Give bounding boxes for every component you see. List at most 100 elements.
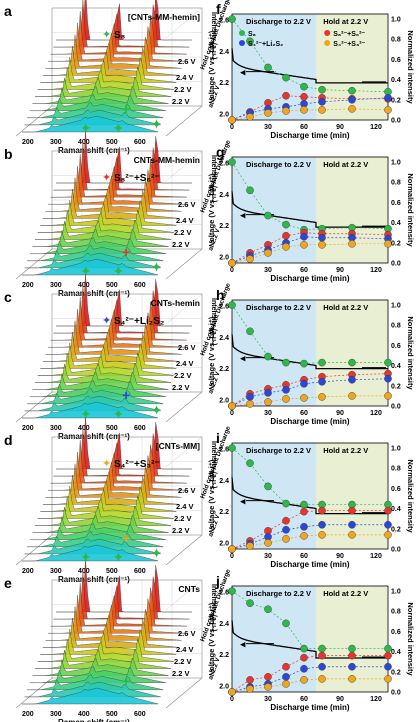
raman-x-label: Raman shift (cm⁻¹) bbox=[58, 146, 130, 155]
raman-trace bbox=[45, 606, 182, 641]
data-point-green bbox=[264, 352, 272, 361]
data-point-blue bbox=[300, 522, 308, 531]
norm-tick: 0.8 bbox=[391, 323, 401, 330]
norm-tick: 0.4 bbox=[391, 506, 401, 513]
data-point-green bbox=[264, 63, 272, 72]
species-label: S₄²⁻+S₃²⁻ bbox=[114, 459, 160, 470]
data-point-red bbox=[300, 653, 308, 662]
data-point-blue bbox=[384, 374, 392, 383]
time-tick: 120 bbox=[370, 267, 382, 274]
voltage-tick: 2.4 bbox=[219, 478, 229, 485]
data-point-orange bbox=[300, 241, 308, 249]
raman-trace bbox=[42, 331, 180, 362]
raman-x-tick: 600 bbox=[134, 568, 146, 575]
raman-x-tick: 400 bbox=[78, 568, 90, 575]
data-point-orange bbox=[228, 688, 236, 696]
species-marker-icon: ✦ bbox=[80, 406, 92, 422]
species-legend-icon: ✦ bbox=[102, 29, 111, 41]
raman-x-label: Raman shift (cm⁻¹) bbox=[58, 575, 130, 584]
time-tick: 90 bbox=[336, 696, 344, 703]
kinetic-panel-f: Discharge to 2.2 V Hold at 2.2 V ◀ S₈ S₄²⁻+L… bbox=[207, 1, 415, 140]
sample-label: CNTs bbox=[178, 584, 200, 594]
kinetic-panels: Discharge to 2.2 V Hold at 2.2 V ◀ S₈ S₄²⁻+L… bbox=[207, 1, 415, 712]
data-point-orange bbox=[348, 105, 356, 113]
data-point-orange bbox=[384, 240, 392, 248]
norm-tick: 0.2 bbox=[391, 669, 401, 676]
raman-trace bbox=[45, 320, 182, 355]
discharge-label: Discharge to 2.2 V bbox=[246, 589, 311, 598]
data-point-red bbox=[384, 506, 392, 515]
raman-depth-edge bbox=[165, 579, 203, 611]
raman-trace bbox=[45, 177, 182, 212]
data-point-orange bbox=[300, 106, 308, 114]
norm-tick: 0.0 bbox=[391, 404, 401, 411]
series-line-green bbox=[231, 304, 388, 364]
panel-letter: g bbox=[216, 144, 225, 160]
voltage-label: 2.2 V bbox=[172, 669, 190, 678]
data-point-red bbox=[300, 507, 308, 516]
voltage-curve bbox=[231, 191, 388, 228]
species-marker-icon: ✦ bbox=[113, 120, 125, 136]
raman-depth-edge bbox=[15, 534, 53, 566]
species-marker-icon: ✦ bbox=[113, 263, 125, 279]
time-tick: 0 bbox=[230, 124, 234, 131]
time-tick: 90 bbox=[336, 124, 344, 131]
raman-intensity-label: Intensity (a.u.) bbox=[210, 584, 217, 631]
data-point-green bbox=[348, 358, 356, 367]
raman-x-tick: 400 bbox=[78, 139, 90, 146]
time-label: Discharge time (min) bbox=[270, 274, 349, 283]
sample-label: [CNTs-MM-hemin] bbox=[128, 12, 200, 22]
species-cross-icon: + bbox=[122, 673, 130, 689]
raman-trace bbox=[26, 387, 164, 405]
raman-depth-edge bbox=[165, 391, 203, 423]
norm-tick: 1.0 bbox=[391, 589, 401, 596]
data-point-green bbox=[246, 599, 254, 607]
time-tick: 60 bbox=[300, 267, 308, 274]
data-point-red bbox=[300, 92, 308, 101]
hold-label: Hold at 2.2 V bbox=[323, 160, 368, 169]
norm-tick: 0.6 bbox=[391, 200, 401, 207]
raman-depth-edge bbox=[165, 105, 203, 137]
voltage-tick: 2.2 bbox=[219, 223, 229, 230]
data-point-green bbox=[318, 358, 326, 367]
raman-x-tick: 600 bbox=[134, 425, 146, 432]
norm-tick: 0.0 bbox=[391, 118, 401, 125]
time-label: Discharge time (min) bbox=[270, 417, 349, 426]
data-point-blue bbox=[282, 673, 290, 681]
data-point-orange bbox=[300, 532, 308, 540]
raman-intensity-label: Intensity (a.u.) bbox=[210, 298, 217, 345]
data-point-orange bbox=[348, 392, 356, 400]
voltage-label: 2.4 V bbox=[176, 645, 194, 654]
data-point-blue bbox=[300, 664, 308, 673]
voltage-label: 2.6 V bbox=[178, 200, 196, 209]
data-point-orange bbox=[318, 106, 326, 114]
norm-tick: 0.2 bbox=[391, 97, 401, 104]
voltage-label: 2.4 V bbox=[176, 502, 194, 511]
species-marker-icon: ✦ bbox=[113, 406, 125, 422]
raman-trace bbox=[42, 617, 180, 648]
data-point-orange bbox=[246, 542, 254, 550]
discharge-label: Discharge to 2.2 V bbox=[246, 17, 311, 26]
raman-trace bbox=[40, 56, 177, 83]
raman-x-tick: 300 bbox=[50, 282, 62, 289]
discharge-label: Discharge to 2.2 V bbox=[246, 160, 311, 169]
raman-depth-edge bbox=[165, 7, 203, 39]
species-marker-icon: ✦ bbox=[80, 549, 92, 565]
data-point-green bbox=[246, 459, 254, 467]
norm-tick: 0.0 bbox=[391, 261, 401, 268]
voltage-tick: 2.4 bbox=[219, 621, 229, 628]
data-point-green bbox=[282, 220, 290, 229]
data-point-orange bbox=[318, 241, 326, 249]
raman-panel-d: ✦ ✦ ✦+d [CNTs-MM]S₄²⁻+S₃²⁻✦2.6 V2.4 V2.2 V2… bbox=[4, 402, 232, 584]
data-point-green bbox=[282, 619, 290, 628]
discharge-region bbox=[232, 300, 316, 406]
data-point-green bbox=[348, 644, 356, 653]
raman-trace bbox=[29, 379, 167, 397]
time-tick: 0 bbox=[230, 696, 234, 703]
time-label: Discharge time (min) bbox=[270, 131, 349, 140]
data-point-orange bbox=[264, 109, 272, 117]
data-point-orange bbox=[318, 393, 326, 401]
voltage-label: 2.2 V bbox=[174, 514, 192, 523]
hold-region bbox=[316, 14, 388, 120]
arrow-head-icon: ◀ bbox=[240, 213, 246, 220]
